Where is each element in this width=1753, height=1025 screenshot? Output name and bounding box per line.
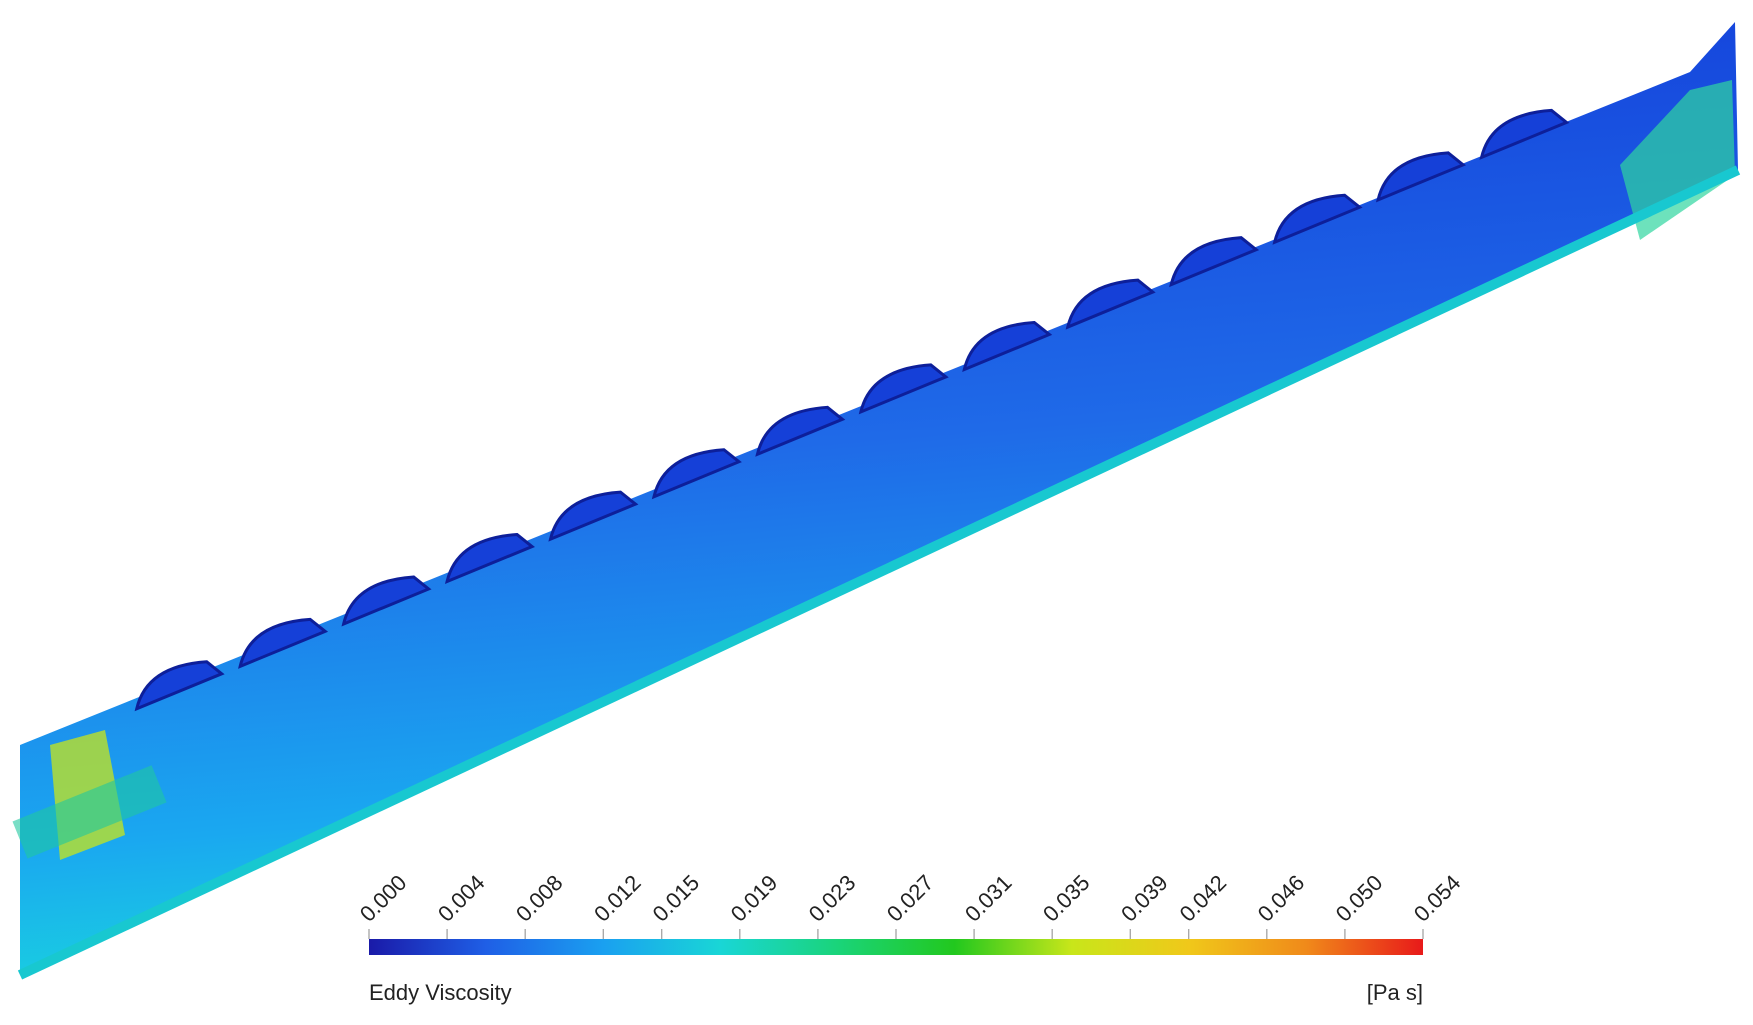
tick-label: 0.019 bbox=[726, 870, 783, 927]
fin bbox=[858, 363, 949, 415]
lower-edge bbox=[17, 165, 1741, 980]
tick-label: 0.027 bbox=[882, 870, 939, 927]
tick-label: 0.012 bbox=[589, 870, 646, 927]
fin bbox=[238, 617, 329, 669]
fin bbox=[444, 533, 535, 585]
outlet-region bbox=[1620, 80, 1735, 240]
tick-label: 0.031 bbox=[960, 870, 1017, 927]
tick-label: 0.004 bbox=[433, 870, 490, 927]
colorbar-title: Eddy Viscosity bbox=[369, 980, 512, 1005]
tick-label: 0.046 bbox=[1253, 870, 1310, 927]
colorbar-gradient bbox=[369, 939, 1423, 955]
screw-body bbox=[20, 22, 1738, 975]
fin bbox=[1479, 108, 1570, 160]
fin bbox=[962, 320, 1053, 372]
fin bbox=[134, 660, 225, 712]
tick-label: 0.042 bbox=[1175, 870, 1232, 927]
fin bbox=[1375, 151, 1467, 203]
shaft bbox=[12, 765, 167, 859]
tick-label: 0.008 bbox=[511, 870, 568, 927]
colorbar-unit: [Pa s] bbox=[1367, 980, 1423, 1005]
tick-label: 0.050 bbox=[1331, 870, 1388, 927]
tick-label: 0.023 bbox=[804, 870, 861, 927]
colorbar: Eddy Viscosity [Pa s] 0.000 0.004 0.008 0.0… bbox=[355, 870, 1466, 1005]
tick-label: 0.015 bbox=[648, 870, 705, 927]
fin bbox=[651, 448, 742, 500]
screw-geometry bbox=[12, 22, 1741, 980]
tick-label: 0.035 bbox=[1038, 870, 1095, 927]
fin bbox=[1272, 193, 1363, 245]
tick-label: 0.000 bbox=[355, 870, 412, 927]
fin bbox=[341, 575, 432, 627]
fin bbox=[1065, 278, 1156, 330]
fin bbox=[755, 405, 846, 457]
fin bbox=[548, 490, 639, 542]
fin bbox=[1169, 236, 1260, 288]
tick-label: 0.039 bbox=[1116, 870, 1173, 927]
tick-label: 0.054 bbox=[1409, 870, 1466, 927]
